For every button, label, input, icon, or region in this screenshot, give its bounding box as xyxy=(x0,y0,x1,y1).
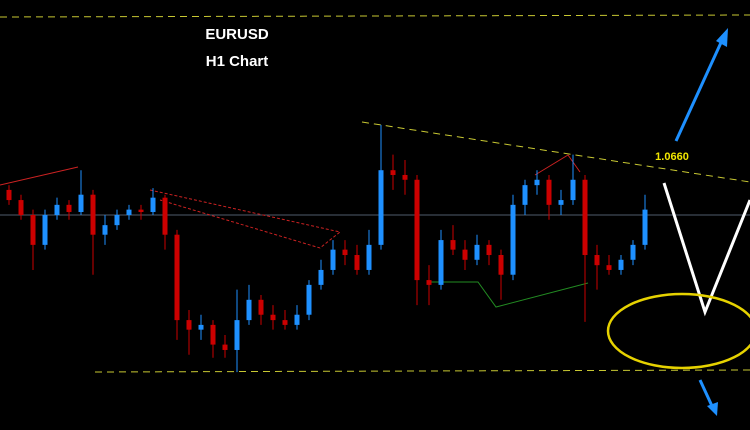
candle-body xyxy=(402,174,408,180)
target-ellipse xyxy=(606,292,750,370)
candle-body xyxy=(18,200,24,215)
candle-body xyxy=(150,197,156,213)
pattern-line xyxy=(430,281,589,308)
candle-body xyxy=(78,194,84,213)
candle-body xyxy=(6,189,12,201)
candle-body xyxy=(450,240,456,250)
candle-body xyxy=(126,209,132,215)
candle-body xyxy=(642,209,648,245)
candle-body xyxy=(522,185,528,205)
candle-body xyxy=(462,249,468,260)
candle-body xyxy=(282,320,288,325)
candle-body xyxy=(306,284,312,315)
level-label: 1.0660 xyxy=(655,151,689,163)
projection-v xyxy=(662,182,750,317)
candle-body xyxy=(558,200,564,205)
candle-body xyxy=(366,244,372,270)
candle-body xyxy=(330,249,336,270)
candle-body xyxy=(390,170,396,175)
candle-body xyxy=(486,244,492,256)
candle-body xyxy=(318,269,324,285)
candle-body xyxy=(510,204,516,275)
pattern-line xyxy=(534,154,581,176)
candle-body xyxy=(534,179,540,186)
candle-body xyxy=(66,204,72,213)
chart-subtitle: H1 Chart xyxy=(206,53,269,70)
candle-body xyxy=(594,255,600,266)
candle-body xyxy=(270,314,276,321)
candle-body xyxy=(474,244,480,260)
candle-body xyxy=(90,194,96,235)
candle-body xyxy=(546,179,552,205)
candle-body xyxy=(294,314,300,325)
candle-body xyxy=(222,344,228,350)
candle-body xyxy=(234,320,240,350)
down-arrow xyxy=(698,379,714,407)
chart-title: EURUSD xyxy=(205,26,269,43)
candle-body xyxy=(246,299,252,321)
candle-body xyxy=(162,197,168,235)
candle-body xyxy=(186,320,192,330)
candle-body xyxy=(630,244,636,260)
candle-body xyxy=(30,215,36,245)
pattern-line xyxy=(149,189,342,249)
candle-body xyxy=(198,324,204,330)
up-arrow-head xyxy=(716,28,728,47)
candle-body xyxy=(414,179,420,281)
candle-body xyxy=(426,280,432,285)
candle-body xyxy=(438,240,444,285)
resistance-line xyxy=(0,14,750,18)
candle-body xyxy=(618,259,624,270)
candle-body xyxy=(54,204,60,215)
candle-body xyxy=(378,170,384,245)
candle-body xyxy=(138,209,144,213)
up-arrow xyxy=(674,35,726,142)
candle-body xyxy=(210,324,216,345)
candle-body xyxy=(498,255,504,275)
candle-body xyxy=(606,265,612,270)
candle-body xyxy=(342,249,348,256)
candle-body xyxy=(570,179,576,201)
trend-line xyxy=(361,121,750,183)
candle-body xyxy=(114,215,120,226)
pattern-line xyxy=(0,166,79,186)
candle-body xyxy=(42,215,48,245)
down-arrow-head xyxy=(707,402,718,416)
support-line xyxy=(94,369,750,373)
candle-body xyxy=(174,234,180,321)
candle-body xyxy=(258,299,264,315)
candle-body xyxy=(354,255,360,270)
candle-body xyxy=(102,225,108,235)
candle-body xyxy=(582,179,588,256)
candles xyxy=(6,124,648,373)
